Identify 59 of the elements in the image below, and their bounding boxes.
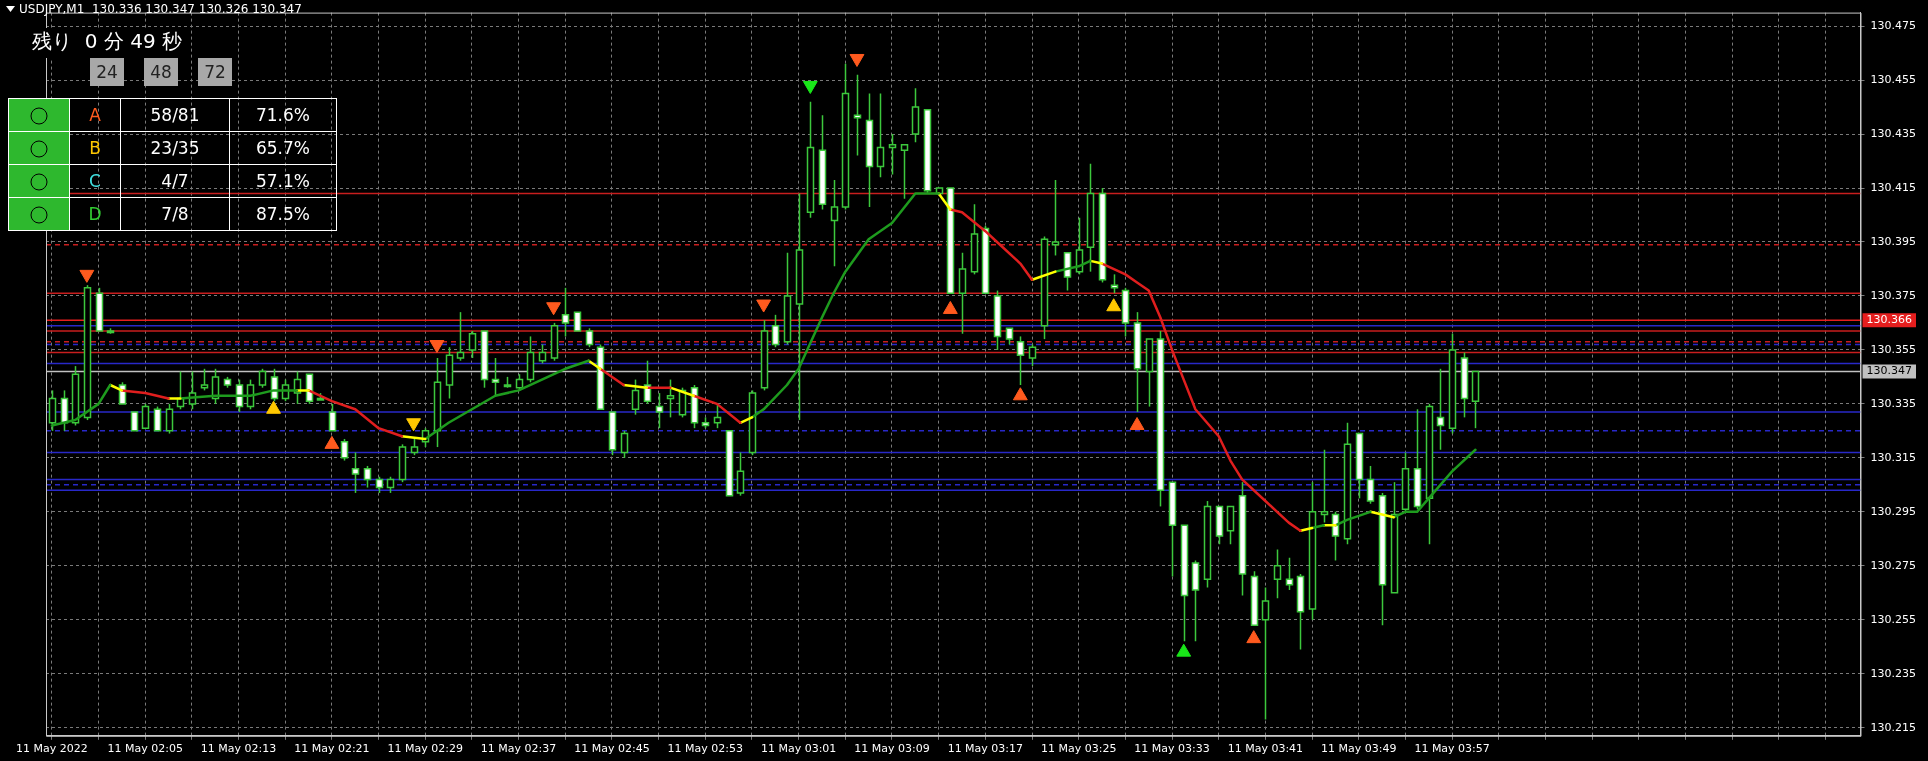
point	[1129, 416, 1145, 430]
x-tick-label: 11 May 02:29	[387, 742, 463, 756]
x-tick-label: 11 May 02:13	[200, 742, 277, 756]
y-tick-label: 130.315	[1870, 450, 1917, 464]
y-tick-label: 130.395	[1870, 234, 1917, 248]
y-tick-label: 130.275	[1870, 558, 1917, 572]
point	[1012, 387, 1028, 401]
point	[266, 400, 281, 414]
ref-line-label: 130.347	[1866, 364, 1913, 378]
annotation: 72	[198, 58, 232, 86]
text: 87.5%	[255, 204, 310, 224]
text: 4/7	[161, 171, 189, 191]
point	[802, 80, 818, 94]
point	[1106, 298, 1122, 312]
text: 57.1%	[255, 171, 310, 191]
category-label: C	[69, 164, 121, 198]
point	[849, 53, 865, 67]
x-tick-label: 11 May 03:41	[1227, 742, 1304, 756]
y-tick-label: 130.475	[1870, 18, 1917, 32]
text: 71.6%	[255, 105, 310, 125]
y-tick-label: 130.215	[1870, 720, 1917, 734]
category-label: A	[69, 98, 121, 132]
y-tick-label: 130.295	[1870, 504, 1917, 518]
category-label: B	[69, 131, 121, 165]
text: 58/81	[150, 105, 200, 125]
annotation: 48	[144, 58, 178, 86]
y-tick-label: 130.355	[1870, 342, 1917, 356]
y-tick-label: 130.335	[1870, 396, 1917, 410]
y-tick-label: 130.415	[1870, 180, 1917, 194]
point	[324, 435, 340, 449]
x-tick-label: 11 May 03:01	[760, 742, 837, 756]
category-label: D	[69, 197, 121, 231]
x-tick-label: 11 May 02:53	[667, 742, 744, 756]
text: 残り 0 分 49 秒	[28, 28, 186, 58]
x-tick-label: 11 May 02:05	[107, 742, 183, 756]
y-tick-label: 130.375	[1870, 288, 1917, 302]
y-tick-label: 130.255	[1870, 612, 1917, 626]
chart-title: USDJPY,M1 130.336 130.347 130.326 130.347	[19, 2, 302, 16]
x-tick-label: 11 May 03:25	[1040, 742, 1117, 756]
text: 7/8	[161, 204, 189, 224]
x-tick-label: 11 May 2022	[15, 742, 88, 756]
x-tick-label: 11 May 02:45	[574, 742, 650, 756]
point	[1246, 630, 1262, 644]
y-tick-label: 130.235	[1870, 666, 1917, 680]
x-tick-label: 11 May 02:21	[294, 742, 370, 756]
point	[942, 300, 958, 314]
x-tick-label: 11 May 03:17	[947, 742, 1024, 756]
x-tick-label: 11 May 03:49	[1321, 742, 1397, 756]
x-tick-label: 11 May 02:37	[480, 742, 557, 756]
y-tick-label: 130.435	[1870, 126, 1917, 140]
text: 23/35	[150, 138, 200, 158]
text: 65.7%	[255, 138, 310, 158]
x-tick-label: 11 May 03:09	[854, 742, 930, 756]
annotation: 24	[90, 58, 124, 86]
point	[1176, 643, 1192, 657]
x-tick-label: 11 May 03:57	[1414, 742, 1490, 756]
ref-line-label: 130.366	[1866, 313, 1913, 327]
x-tick-label: 11 May 03:33	[1134, 742, 1210, 756]
y-tick-label: 130.455	[1870, 72, 1917, 86]
